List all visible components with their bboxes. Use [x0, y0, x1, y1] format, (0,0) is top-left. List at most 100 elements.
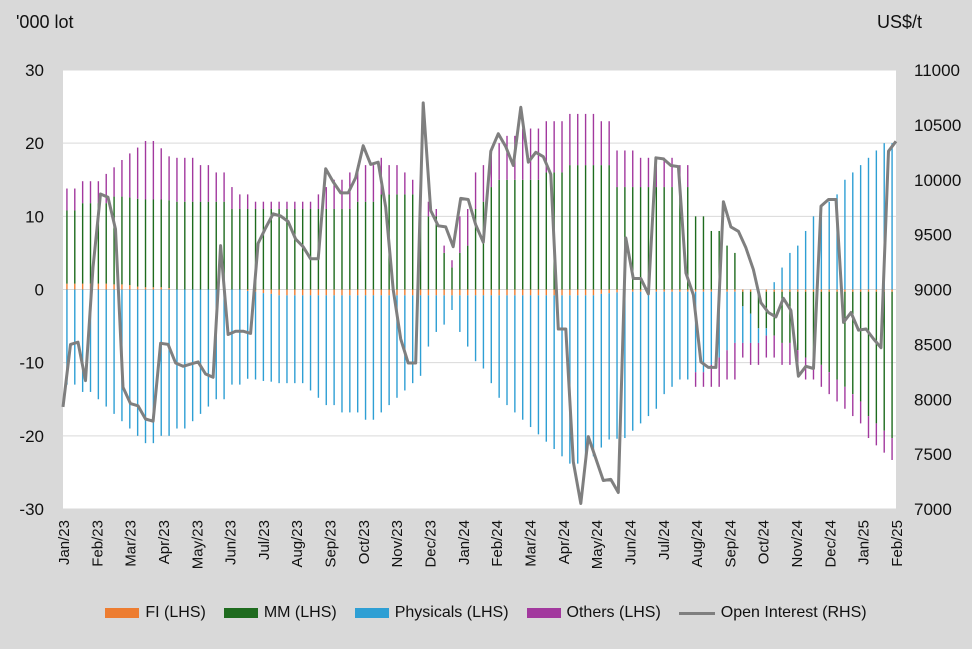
bar-segment [867, 416, 870, 439]
bar-segment [246, 194, 249, 210]
bar-segment [474, 295, 477, 362]
right-tick-label: 7500 [914, 445, 952, 464]
bar-segment [694, 291, 697, 373]
x-tick-label: Mar/24 [522, 520, 539, 567]
bar-segment [160, 148, 162, 200]
bar-segment [773, 335, 775, 358]
bar-segment [396, 295, 398, 398]
bar-segment [616, 187, 618, 290]
bar-segment [97, 203, 100, 284]
bar-segment [655, 187, 658, 290]
bar-segment [749, 291, 752, 314]
bar-segment [592, 165, 595, 290]
bar-segment [561, 172, 563, 290]
x-tick-label: Jul/23 [256, 520, 273, 560]
bar-segment [765, 289, 768, 292]
bar-segment [592, 295, 595, 457]
bar-segment [545, 289, 547, 296]
bar-segment [498, 179, 500, 290]
bar-segment [891, 438, 893, 460]
legend-item: Others (LHS) [526, 604, 661, 622]
bar-segment [121, 196, 123, 285]
bar-segment [482, 295, 485, 369]
bar-segment [844, 291, 846, 387]
bar-segment [74, 283, 76, 290]
bar-segment [812, 216, 815, 290]
x-tick-label: May/23 [189, 520, 206, 569]
bar-segment [734, 289, 736, 292]
bar-segment [467, 295, 469, 347]
bar-segment [749, 289, 752, 292]
bar-segment [577, 295, 579, 464]
bar-segment [168, 156, 170, 201]
bar-segment [270, 209, 272, 290]
bar-segment [176, 201, 178, 290]
bar-segment [836, 194, 838, 290]
bar-segment [113, 196, 115, 285]
bar-segment [317, 289, 320, 296]
bar-segment [608, 293, 610, 440]
x-tick-label: Apr/24 [556, 520, 573, 564]
bar-segment [168, 289, 170, 436]
x-tick-label: Jan/24 [456, 520, 473, 565]
bar-segment [859, 401, 862, 424]
bar-segment [537, 289, 540, 296]
bar-segment [349, 289, 351, 296]
bar-segment [286, 289, 288, 296]
bar-segment [875, 291, 878, 424]
bar-segment [372, 295, 375, 420]
bar-segment [797, 289, 799, 292]
bar-segment [891, 143, 893, 290]
bar-segment [372, 201, 375, 290]
bar-segment [105, 289, 107, 407]
bar-segment [875, 423, 878, 446]
bar-segment [867, 157, 870, 290]
bar-segment [600, 121, 603, 166]
bar-segment [81, 289, 84, 392]
bar-segment [270, 201, 272, 210]
bar-segment [349, 295, 351, 413]
bar-segment [341, 209, 343, 290]
bar-segment [372, 165, 375, 202]
bar-segment [372, 289, 375, 296]
bar-segment [341, 295, 343, 413]
x-tick-label: Nov/23 [389, 520, 406, 568]
bar-segment [364, 295, 367, 420]
bar-segment [608, 121, 610, 166]
bar-segment [852, 291, 854, 395]
x-tick-label: May/24 [589, 520, 606, 569]
bar-segment [757, 291, 760, 329]
x-tick-label: Jun/23 [223, 520, 240, 565]
bar-segment [191, 157, 194, 202]
bar-segment [97, 181, 100, 204]
bar-segment [522, 128, 524, 180]
bar-segment [828, 291, 830, 373]
bar-segment [561, 289, 563, 296]
bar-segment [136, 147, 139, 199]
bar-segment [742, 342, 744, 358]
bar-segment [616, 292, 618, 439]
left-tick-label: -10 [19, 354, 44, 373]
bar-segment [356, 201, 359, 290]
bar-segment [184, 157, 186, 202]
bar-segment [239, 194, 241, 210]
bar-segment [427, 295, 430, 347]
bar-segment [545, 295, 547, 442]
bar-segment [443, 252, 445, 290]
bar-segment [749, 342, 752, 365]
bar-segment [734, 291, 736, 343]
x-tick-label: Jan/23 [56, 520, 73, 565]
bar-segment [262, 289, 265, 294]
bar-segment [490, 150, 492, 188]
legend-label: FI (LHS) [145, 604, 206, 621]
bar-segment [246, 289, 249, 291]
x-tick-label: Feb/25 [889, 520, 906, 567]
bar-segment [852, 172, 854, 290]
bar-segment [294, 295, 296, 384]
bar-segment [891, 291, 893, 439]
legend-swatch [354, 608, 389, 618]
bar-segment [207, 201, 210, 290]
legend-swatch [105, 608, 140, 618]
x-tick-label: Dec/24 [822, 520, 839, 568]
bar-segment [671, 289, 673, 292]
